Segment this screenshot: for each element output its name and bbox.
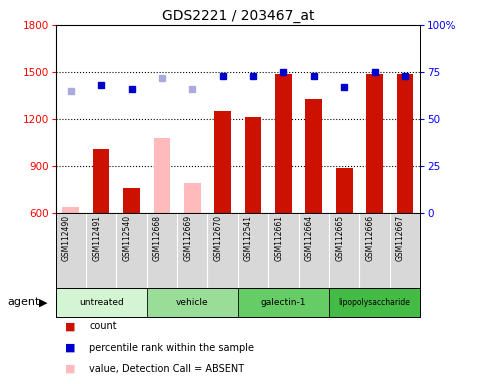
Text: GSM112661: GSM112661: [274, 215, 284, 262]
Text: galectin-1: galectin-1: [261, 298, 306, 307]
Text: GSM112491: GSM112491: [92, 215, 101, 262]
Bar: [329, 288, 420, 317]
Text: GSM112669: GSM112669: [183, 215, 192, 262]
Text: ■: ■: [65, 343, 76, 353]
Text: ■: ■: [65, 321, 76, 331]
Bar: [336, 168, 353, 213]
Text: GSM112665: GSM112665: [335, 215, 344, 262]
Text: untreated: untreated: [79, 298, 124, 307]
Text: GSM112664: GSM112664: [305, 215, 314, 262]
Bar: [56, 288, 147, 317]
Text: ▶: ▶: [39, 297, 48, 308]
Bar: [397, 74, 413, 213]
Bar: [93, 149, 110, 213]
Bar: [123, 188, 140, 213]
Text: value, Detection Call = ABSENT: value, Detection Call = ABSENT: [89, 364, 244, 374]
Text: lipopolysaccharide: lipopolysaccharide: [339, 298, 411, 307]
Bar: [366, 74, 383, 213]
Bar: [154, 138, 170, 213]
Title: GDS2221 / 203467_at: GDS2221 / 203467_at: [162, 8, 314, 23]
Bar: [245, 118, 261, 213]
Bar: [184, 183, 200, 213]
Text: vehicle: vehicle: [176, 298, 209, 307]
Text: ■: ■: [65, 364, 76, 374]
Text: GSM112668: GSM112668: [153, 215, 162, 262]
Bar: [214, 111, 231, 213]
Bar: [275, 74, 292, 213]
Text: GSM112490: GSM112490: [62, 215, 71, 262]
Text: agent: agent: [7, 297, 40, 308]
Text: count: count: [89, 321, 117, 331]
Text: percentile rank within the sample: percentile rank within the sample: [89, 343, 255, 353]
Bar: [62, 207, 79, 213]
Text: GSM112666: GSM112666: [366, 215, 375, 262]
Text: GSM112670: GSM112670: [213, 215, 223, 262]
Text: GSM112541: GSM112541: [244, 215, 253, 262]
Bar: [305, 99, 322, 213]
Text: GSM112540: GSM112540: [123, 215, 131, 262]
Bar: [238, 288, 329, 317]
Text: GSM112667: GSM112667: [396, 215, 405, 262]
Bar: [147, 288, 238, 317]
